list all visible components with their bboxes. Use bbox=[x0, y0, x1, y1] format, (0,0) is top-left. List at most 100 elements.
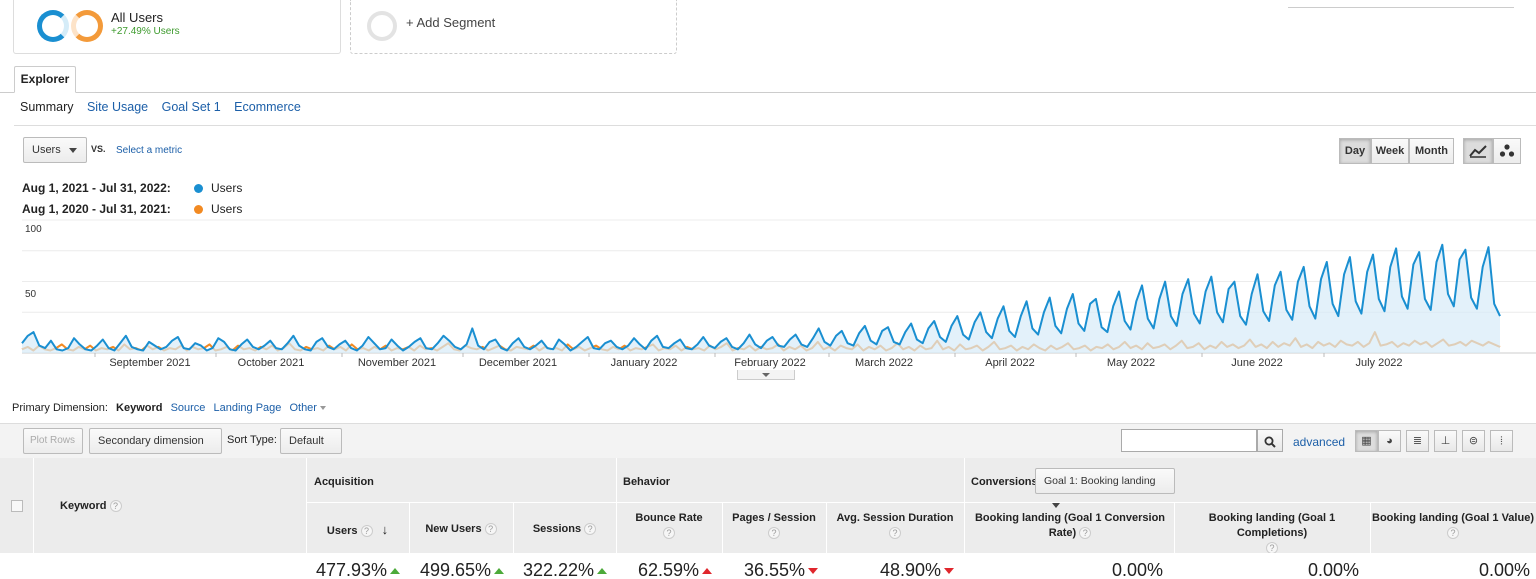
comparison-icon: ⊥ bbox=[1440, 435, 1451, 447]
trend-up-icon bbox=[597, 568, 607, 575]
help-icon[interactable]: ? bbox=[1079, 527, 1092, 540]
totals-row bbox=[0, 553, 1536, 579]
view-pie-button[interactable]: ◕ bbox=[1378, 430, 1401, 452]
help-icon[interactable]: ? bbox=[1447, 527, 1459, 540]
date-range-box[interactable] bbox=[1288, 0, 1514, 8]
col-new-users-header[interactable]: New Users ? bbox=[409, 522, 513, 537]
add-segment-button[interactable]: + Add Segment bbox=[350, 0, 677, 54]
view-comparison-button[interactable]: ⊥ bbox=[1434, 430, 1457, 452]
col-divider bbox=[826, 503, 827, 579]
help-icon[interactable]: ? bbox=[484, 523, 497, 536]
goal1-value-value: 0.00% bbox=[1478, 560, 1530, 579]
y-tick-100: 100 bbox=[25, 224, 42, 235]
dimension-keyword[interactable]: Keyword bbox=[116, 402, 163, 414]
view-term-cloud-button[interactable]: ⊜ bbox=[1462, 430, 1485, 452]
col-users-header[interactable]: Users ? ↓ bbox=[306, 522, 409, 539]
avg-duration-change-value: 48.90% bbox=[880, 560, 954, 579]
col-bounce-rate-header[interactable]: Bounce Rate? bbox=[616, 511, 722, 541]
row-divider bbox=[306, 502, 1536, 503]
view-table-button[interactable]: ▦ bbox=[1355, 430, 1378, 452]
granularity-week-button[interactable]: Week bbox=[1371, 138, 1409, 164]
help-icon[interactable]: ? bbox=[109, 500, 122, 513]
help-icon[interactable]: ? bbox=[360, 525, 373, 538]
motion-chart-toggle[interactable] bbox=[1493, 138, 1521, 164]
col-goal1-completions-label: Booking landing (Goal 1 Completions) bbox=[1208, 512, 1336, 539]
col-goal1-conversion-rate-header[interactable]: Booking landing (Goal 1 Conversion Rate)… bbox=[972, 511, 1168, 541]
chart-collapse-handle[interactable] bbox=[737, 370, 795, 380]
x-tick-label: May 2022 bbox=[1106, 357, 1156, 369]
col-pages-session-header[interactable]: Pages / Session? bbox=[722, 511, 826, 541]
help-icon[interactable]: ? bbox=[584, 523, 597, 536]
subtab-summary[interactable]: Summary bbox=[20, 100, 74, 114]
legend-dot-previous bbox=[194, 205, 203, 214]
segment-change: +27.49% Users bbox=[111, 26, 180, 37]
table-search-input[interactable] bbox=[1121, 429, 1257, 452]
x-tick-label: June 2022 bbox=[1231, 357, 1283, 369]
conversions-group-header: Conversions bbox=[971, 476, 1038, 488]
pages-session-change-text: 36.55% bbox=[743, 560, 805, 579]
line-chart-toggle[interactable] bbox=[1463, 138, 1493, 164]
col-pages-session-label: Pages / Session bbox=[732, 512, 816, 524]
goal1-conversion-rate-value: 0.00% bbox=[1111, 560, 1163, 579]
pages-session-change-value: 36.55% bbox=[744, 560, 818, 579]
legend-metric-previous: Users bbox=[211, 202, 243, 216]
help-icon[interactable]: ? bbox=[889, 527, 901, 540]
col-divider bbox=[616, 458, 617, 579]
bars-icon: ≣ bbox=[1412, 435, 1423, 447]
secondary-dimension-dropdown[interactable]: Secondary dimension bbox=[89, 428, 222, 468]
y-tick-50: 50 bbox=[25, 289, 37, 300]
sort-descending-icon: ↓ bbox=[381, 522, 389, 537]
trend-down-icon bbox=[808, 568, 818, 575]
segment-all-users[interactable]: All Users +27.49% Users bbox=[13, 0, 341, 54]
select-all-checkbox[interactable] bbox=[11, 500, 23, 512]
view-pivot-button[interactable]: ⦙ bbox=[1490, 430, 1513, 452]
segment-ring-previous-icon bbox=[71, 10, 103, 42]
table-header bbox=[0, 458, 1536, 553]
users-change-value: 477.93% bbox=[316, 560, 400, 579]
granularity-month-button[interactable]: Month bbox=[1409, 138, 1454, 164]
col-bounce-rate-label: Bounce Rate bbox=[635, 512, 703, 524]
subtab-ecommerce[interactable]: Ecommerce bbox=[234, 100, 301, 114]
keyword-header[interactable]: Keyword ? bbox=[60, 500, 122, 513]
legend-range-current: Aug 1, 2021 - Jul 31, 2022: bbox=[22, 181, 171, 195]
primary-dimension-bar: Primary Dimension: Keyword Source Landin… bbox=[12, 402, 331, 414]
subtab-goal-set-1[interactable]: Goal Set 1 bbox=[161, 100, 221, 114]
goal1-completions-value: 0.00% bbox=[1307, 560, 1359, 579]
dimension-source[interactable]: Source bbox=[170, 402, 206, 414]
help-icon[interactable]: ? bbox=[663, 527, 675, 540]
x-tick-label: February 2022 bbox=[734, 357, 806, 369]
select-metric-link[interactable]: Select a metric bbox=[116, 145, 183, 156]
col-avg-session-duration-header[interactable]: Avg. Session Duration? bbox=[826, 511, 964, 541]
view-performance-button[interactable]: ≣ bbox=[1406, 430, 1429, 452]
col-divider bbox=[722, 503, 723, 579]
goal-select-label: Goal 1: Booking landing bbox=[1044, 475, 1156, 487]
col-goal1-conversion-rate-label: Booking landing (Goal 1 Conversion Rate) bbox=[974, 512, 1166, 539]
col-goal1-value-header[interactable]: Booking landing (Goal 1 Value)? bbox=[1370, 511, 1536, 541]
plot-rows-button[interactable]: Plot Rows bbox=[23, 428, 83, 454]
sort-type-dropdown[interactable]: Default bbox=[280, 428, 342, 468]
help-icon[interactable]: ? bbox=[768, 527, 780, 540]
dimension-other[interactable]: Other bbox=[289, 402, 317, 414]
col-avg-session-duration-label: Avg. Session Duration bbox=[836, 512, 954, 524]
granularity-day-button[interactable]: Day bbox=[1339, 138, 1371, 164]
dimension-landing-page[interactable]: Landing Page bbox=[213, 402, 282, 414]
tab-explorer[interactable]: Explorer bbox=[14, 66, 76, 93]
col-divider bbox=[1174, 503, 1175, 579]
term-cloud-icon: ⊜ bbox=[1468, 435, 1479, 447]
col-divider bbox=[513, 503, 514, 579]
legend-metric-current: Users bbox=[211, 181, 243, 195]
col-sessions-header[interactable]: Sessions ? bbox=[513, 522, 616, 537]
chevron-down-icon bbox=[68, 147, 77, 153]
new-users-change-text: 499.65% bbox=[419, 560, 491, 579]
goal-select-dropdown[interactable]: Goal 1: Booking landing bbox=[1035, 468, 1175, 508]
bounce-rate-change-value: 62.59% bbox=[638, 560, 712, 579]
pivot-icon: ⦙ bbox=[1500, 435, 1503, 447]
sort-type-label: Sort Type: bbox=[227, 434, 277, 446]
legend-dot-current bbox=[194, 184, 203, 193]
secondary-dimension-label: Secondary dimension bbox=[98, 435, 204, 447]
metric-dropdown[interactable]: Users bbox=[23, 137, 87, 163]
col-goal1-completions-header[interactable]: Booking landing (Goal 1 Completions)? bbox=[1174, 511, 1370, 556]
search-button[interactable] bbox=[1257, 429, 1283, 452]
advanced-filter-link[interactable]: advanced bbox=[1293, 435, 1346, 449]
subtab-site-usage[interactable]: Site Usage bbox=[86, 100, 149, 114]
